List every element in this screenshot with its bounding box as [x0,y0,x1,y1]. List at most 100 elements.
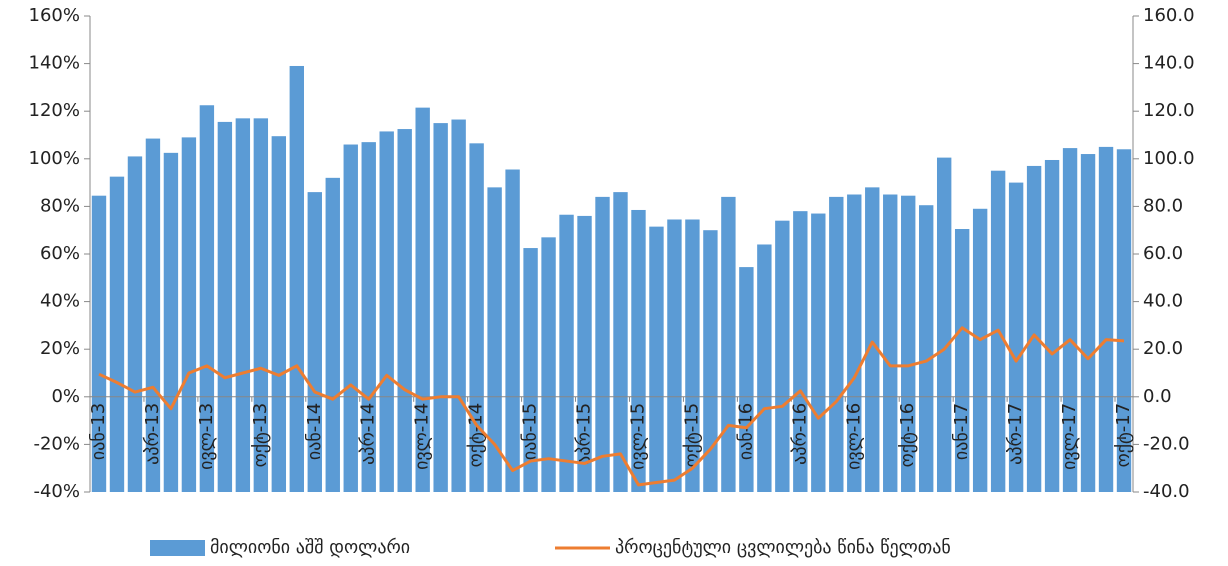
y2-tick-label: 60.0 [1143,243,1183,264]
x-tick-label: ოქტ-13 [250,403,271,468]
bar [954,229,970,492]
bar [847,194,862,492]
y-tick-label: 160% [29,5,80,26]
bar [181,137,197,492]
bar [451,119,466,492]
x-tick-label: ივლ-16 [843,403,864,470]
bar [721,196,736,492]
y-tick-label: 0% [51,386,80,407]
y-tick-label: 40% [40,291,80,312]
x-tick-label: ოქტ-17 [1113,403,1134,468]
y2-tick-label: 80.0 [1143,195,1183,216]
y-tick-label: -20% [33,433,80,454]
y-tick-label: 100% [29,148,80,169]
y2-tick-label: 120.0 [1143,100,1195,121]
bar [199,105,215,492]
y-tick-label: 140% [29,53,80,74]
line [98,326,1125,487]
x-tick-label: იან-13 [88,403,109,460]
y-tick-label: 120% [29,100,80,121]
bar [613,192,628,492]
bar [739,267,754,492]
x-tick-label: იან-14 [304,403,325,460]
bar [235,118,251,492]
bar [1080,154,1096,493]
bar [325,177,340,492]
bar [361,142,376,492]
bar [775,220,790,492]
legend-label: მილიონი აშშ დოლარი [210,537,410,558]
bar [505,169,520,492]
bar [703,230,718,492]
y-tick-label: 60% [40,243,80,264]
bar [901,195,916,492]
bar [595,196,610,492]
bar [253,118,269,492]
x-tick-label: ოქტ-15 [681,403,702,468]
y2-tick-label: 160.0 [1143,5,1195,26]
bar [523,248,538,492]
bar [685,219,700,493]
bar [1116,149,1132,492]
bar [469,143,484,492]
y2-tick-label: -20.0 [1143,433,1190,454]
legend-swatch [150,540,205,556]
bar [145,138,161,492]
bar [127,156,143,493]
bar [631,209,646,492]
y2-tick-label: 0.0 [1143,386,1172,407]
bar [433,123,448,492]
bar [793,211,808,492]
bar [397,129,412,493]
bar [667,219,682,493]
bar [487,187,502,493]
x-tick-label: ივლ-17 [1059,403,1080,470]
x-tick-label: აპრ-14 [358,403,379,465]
x-tick-label: იან-16 [735,403,756,460]
bar [271,136,287,492]
x-tick-label: ივლ-14 [412,403,433,470]
bar [811,213,826,493]
bar [163,152,179,492]
x-tick-label: აპრ-16 [789,403,810,465]
bar [217,121,233,492]
y2-tick-label: 140.0 [1143,53,1195,74]
bar [919,205,934,492]
bar [343,144,358,492]
bar [91,195,107,492]
x-tick-label: აპრ-15 [574,403,595,465]
bar [541,237,556,492]
bar [559,214,574,493]
bar [307,192,322,492]
bar [1062,148,1078,492]
x-tick-label: ოქტ-16 [897,403,918,468]
y2-tick-label: 100.0 [1143,148,1195,169]
bar [972,208,988,492]
bar [1008,182,1024,492]
x-tick-label: აპრ-13 [142,403,163,465]
bar [829,196,844,492]
bar [289,65,304,492]
y-tick-label: -40% [33,481,80,502]
bar [1098,146,1114,492]
x-tick-label: ივლ-13 [196,403,217,470]
x-tick-label: ივლ-15 [627,403,648,470]
bar [883,194,898,492]
bar [1026,165,1042,492]
bar [1044,159,1060,493]
bar [757,244,772,492]
x-tick-label: აპრ-17 [1005,403,1026,465]
legend-label: პროცენტული ცვლილება წინა წელთან [615,537,951,558]
y-tick-label: 80% [40,195,80,216]
bar [577,215,592,493]
bar [379,131,394,492]
bar [649,226,664,492]
y2-tick-label: -40.0 [1143,481,1190,502]
bar [865,187,880,493]
y2-tick-label: 20.0 [1143,338,1183,359]
y2-tick-label: 40.0 [1143,291,1183,312]
x-tick-label: იან-15 [520,403,541,460]
bar [936,157,952,493]
bar [109,176,125,492]
